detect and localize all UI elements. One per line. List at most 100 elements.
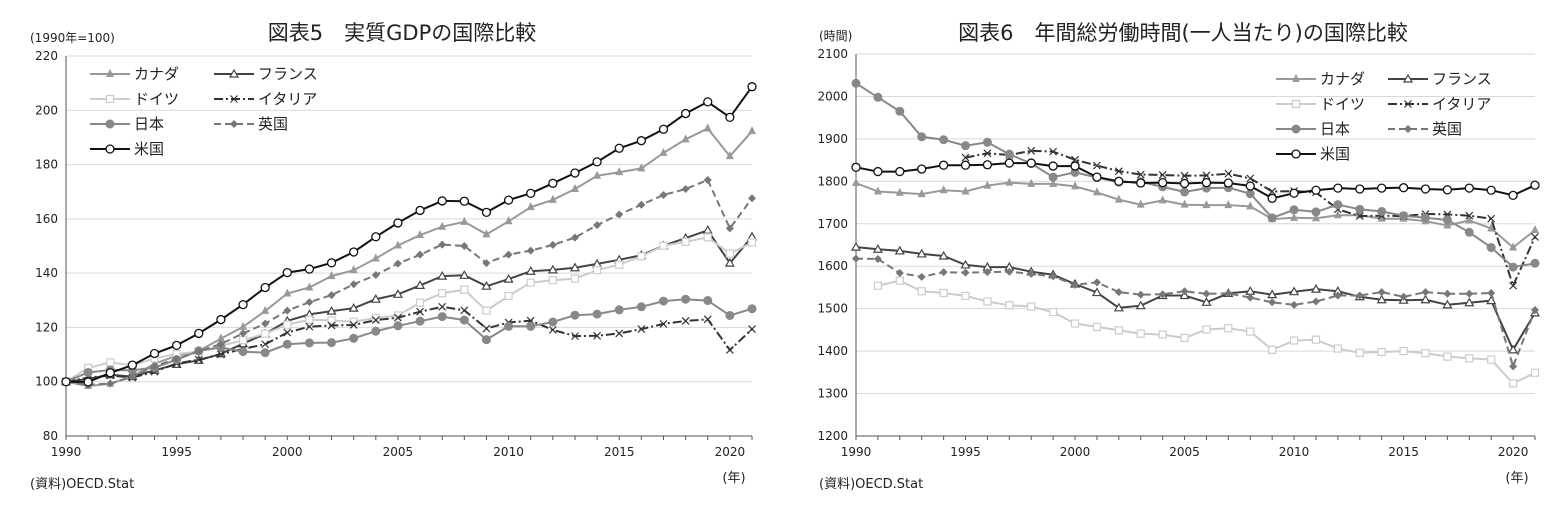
data-point — [748, 126, 756, 135]
data-point — [438, 302, 447, 311]
data-point — [504, 216, 513, 225]
legend-item: ドイツ — [1276, 95, 1365, 113]
data-point — [482, 229, 491, 238]
data-point — [503, 273, 514, 283]
data-point — [1048, 172, 1058, 182]
series-line — [65, 178, 753, 386]
data-point — [1092, 187, 1101, 196]
data-point — [83, 367, 93, 377]
data-point — [393, 321, 403, 331]
data-point — [895, 106, 905, 116]
data-point — [1464, 227, 1474, 237]
data-point — [725, 112, 735, 122]
data-point — [916, 248, 927, 258]
data-point — [570, 233, 579, 242]
y-tick-label: 1200 — [817, 429, 848, 443]
data-point — [370, 293, 381, 303]
x-axis-unit-label: (年) — [1505, 471, 1528, 486]
data-point — [482, 259, 491, 268]
data-point — [1442, 215, 1452, 225]
series-line — [855, 181, 1536, 249]
data-point — [216, 339, 225, 348]
data-point — [1201, 297, 1212, 306]
data-point — [127, 360, 138, 370]
data-point — [939, 135, 949, 145]
data-point — [939, 268, 948, 277]
data-point — [961, 186, 970, 195]
data-point — [1530, 368, 1540, 377]
data-point — [305, 282, 314, 291]
legend-label: フランス — [258, 65, 318, 83]
data-point — [1049, 147, 1058, 156]
data-point — [416, 307, 424, 316]
data-point — [1377, 206, 1387, 216]
series-line — [855, 257, 1536, 370]
series-4 — [961, 146, 1539, 290]
data-point — [194, 355, 203, 364]
series-6 — [852, 254, 1539, 371]
data-point — [1487, 355, 1496, 364]
data-point — [172, 354, 181, 363]
data-point — [1376, 294, 1387, 304]
data-point — [703, 315, 712, 324]
data-point — [1005, 267, 1014, 276]
data-point — [415, 205, 425, 216]
data-point — [548, 276, 557, 285]
data-point — [1421, 349, 1430, 358]
data-point — [305, 322, 314, 331]
data-point — [570, 168, 580, 178]
legend-label: ドイツ — [134, 90, 179, 108]
data-point — [1508, 344, 1519, 354]
data-point — [1005, 177, 1014, 186]
data-point — [1180, 287, 1189, 296]
data-point — [1289, 205, 1299, 215]
y-tick-label: 1300 — [817, 387, 848, 401]
data-point — [260, 282, 270, 293]
data-point — [592, 309, 602, 319]
data-point — [349, 265, 358, 274]
data-point — [1091, 287, 1102, 297]
y-tick-label: 160 — [35, 212, 58, 226]
data-point — [283, 328, 292, 337]
data-point — [482, 324, 491, 333]
data-point — [1026, 158, 1036, 168]
data-point — [1333, 344, 1342, 353]
data-point — [393, 259, 402, 268]
data-point — [282, 339, 292, 349]
data-point — [570, 184, 579, 192]
data-point — [105, 368, 115, 378]
data-point — [149, 348, 160, 359]
data-point — [747, 304, 757, 314]
data-point — [327, 291, 336, 300]
data-point — [1246, 201, 1255, 210]
data-point — [1442, 299, 1453, 309]
data-point — [393, 218, 403, 228]
data-point — [526, 278, 535, 287]
data-point — [1333, 183, 1343, 193]
data-point — [960, 259, 971, 269]
data-point — [1267, 193, 1277, 203]
data-point — [873, 166, 883, 177]
data-point — [1311, 185, 1321, 195]
legend-label: 日本 — [134, 115, 164, 133]
data-point — [917, 164, 927, 174]
data-point — [873, 186, 882, 195]
data-point — [1246, 327, 1255, 336]
series-7 — [851, 158, 1540, 203]
x-tick-label: 2020 — [715, 445, 746, 459]
y-tick-label: 1600 — [817, 259, 848, 273]
data-point — [681, 237, 690, 247]
data-point — [938, 160, 949, 170]
data-point — [1223, 178, 1234, 188]
data-point — [1158, 171, 1167, 179]
source-note: (資料)OECD.Stat — [30, 477, 134, 492]
x-tick-label: 2010 — [493, 445, 524, 459]
data-point — [503, 195, 514, 205]
data-point — [593, 170, 602, 179]
data-point — [261, 305, 270, 314]
data-point — [1289, 188, 1299, 198]
data-point — [1531, 233, 1539, 241]
data-point — [1268, 345, 1277, 354]
data-point — [1136, 170, 1145, 179]
x-tick-label: 2015 — [604, 445, 635, 459]
